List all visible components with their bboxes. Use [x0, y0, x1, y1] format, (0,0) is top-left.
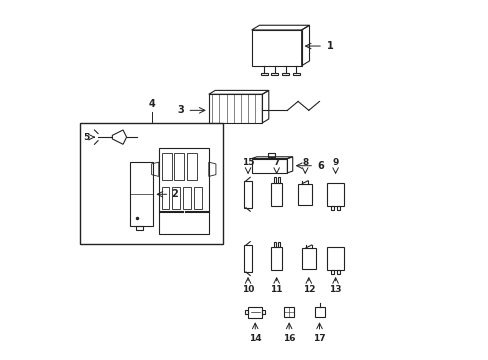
- Bar: [247, 307, 262, 318]
- Text: 13: 13: [329, 285, 341, 294]
- Text: 15: 15: [242, 158, 254, 167]
- Bar: [159, 148, 208, 234]
- Text: 6: 6: [317, 161, 324, 171]
- Bar: [130, 162, 153, 226]
- Text: 1: 1: [326, 41, 333, 51]
- Bar: [186, 153, 196, 180]
- Text: 4: 4: [148, 99, 155, 109]
- Text: 2: 2: [171, 189, 178, 199]
- Bar: [172, 187, 180, 208]
- Bar: [331, 270, 333, 274]
- Bar: [301, 248, 315, 269]
- Bar: [270, 247, 282, 270]
- Bar: [162, 187, 169, 208]
- Text: 10: 10: [242, 285, 254, 294]
- Bar: [244, 310, 247, 314]
- Text: 7: 7: [273, 158, 279, 167]
- Bar: [336, 206, 339, 210]
- Bar: [270, 183, 282, 206]
- Bar: [314, 307, 324, 317]
- Text: 9: 9: [332, 158, 338, 167]
- Bar: [244, 245, 251, 272]
- Text: 14: 14: [248, 334, 261, 343]
- Text: 12: 12: [302, 285, 314, 294]
- Bar: [284, 307, 294, 317]
- Text: 11: 11: [270, 285, 283, 294]
- Text: 17: 17: [312, 334, 325, 343]
- Bar: [277, 177, 279, 183]
- Bar: [80, 123, 223, 244]
- Bar: [298, 184, 312, 205]
- Text: 16: 16: [283, 334, 295, 343]
- Bar: [174, 153, 184, 180]
- Bar: [331, 206, 333, 210]
- Bar: [193, 187, 201, 208]
- Bar: [162, 153, 171, 180]
- Bar: [273, 242, 275, 247]
- Text: 3: 3: [177, 105, 183, 115]
- Bar: [277, 242, 279, 247]
- Bar: [135, 226, 142, 230]
- Bar: [336, 270, 339, 274]
- Text: 8: 8: [302, 158, 308, 167]
- Bar: [262, 310, 264, 314]
- Bar: [326, 183, 344, 206]
- Bar: [273, 177, 275, 183]
- Bar: [183, 187, 190, 208]
- Bar: [326, 247, 344, 270]
- Text: 5: 5: [82, 132, 89, 141]
- Bar: [244, 181, 251, 208]
